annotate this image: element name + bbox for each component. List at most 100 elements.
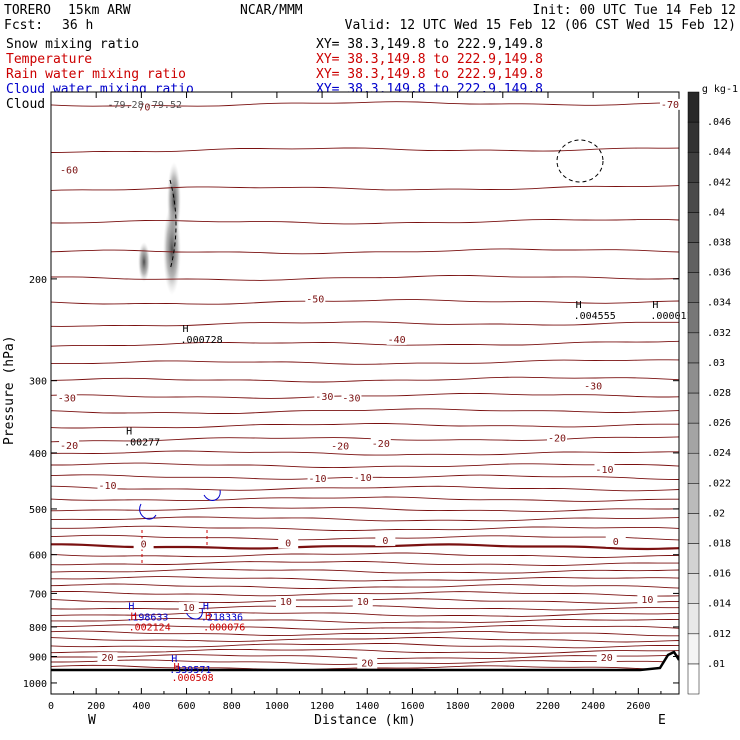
isotherm	[51, 561, 679, 566]
contour-label-bg	[659, 98, 680, 110]
colorbar-tick-label: .018	[707, 539, 731, 550]
colorbar-swatch	[687, 543, 700, 574]
isotherm	[51, 576, 679, 582]
colorbar-swatch	[687, 151, 700, 183]
colorbar-tick-label: .046	[707, 117, 731, 128]
contour-label-bg	[178, 602, 199, 614]
field-xy: XY= 38.3,149.8 to 222.9,149.8	[316, 67, 543, 82]
isotherm	[51, 643, 679, 649]
isotherm	[51, 534, 679, 541]
field-name: Temperature	[6, 52, 92, 67]
contour-label-bg	[370, 437, 391, 449]
overlay-label: -79.52	[146, 100, 182, 111]
x-tick-label: 1200	[310, 701, 334, 712]
contour-labels: -70 -70 -60 -50 -40 -30 -30 -30 -30 -20 -20 -20 -20 -…	[56, 98, 680, 669]
colorbar-swatch	[687, 483, 700, 514]
colorbar-tick-label: .03	[707, 358, 725, 369]
isotherm	[51, 450, 679, 456]
extremum-marker: H	[126, 427, 132, 438]
contour-label: 0	[285, 539, 291, 550]
contour-label-bg	[59, 439, 80, 451]
colorbar-swatch	[687, 362, 700, 394]
terrain-fill	[51, 652, 679, 694]
contour-label: -10	[309, 474, 327, 485]
contour-label-bg	[386, 333, 407, 345]
extremum-value: .339571	[169, 665, 211, 676]
colorbar-tick-label: .034	[707, 298, 731, 309]
plot-area: 0 200 400 600 800 1000 1200 1400 1600 1800 2000 220…	[23, 91, 693, 712]
isotherm	[51, 525, 679, 532]
isotherm	[51, 516, 679, 522]
contour-label: 20	[361, 658, 373, 669]
contour-label: -20	[548, 434, 566, 445]
contour-label: -40	[388, 335, 406, 346]
contour-label: 20	[101, 653, 113, 664]
isotherm-zero	[51, 543, 679, 551]
contour-label: 10	[280, 597, 292, 608]
extremum-marker: H	[652, 300, 658, 311]
isotherm	[51, 321, 679, 327]
colorbar-tick-label: .036	[707, 268, 731, 279]
contour-label-bg	[56, 392, 77, 404]
init-time: Init: 00 UTC Tue 14 Feb 12	[533, 3, 737, 18]
colorbar-tick-label: .04	[707, 207, 725, 218]
contour-label: -70	[132, 102, 150, 113]
plot-frame	[50, 91, 680, 695]
contour-label-bg	[305, 293, 326, 305]
colorbar-swatch	[687, 663, 700, 695]
isotherm	[51, 248, 679, 255]
x-tick-label: 2400	[581, 701, 605, 712]
contour-label-bg	[637, 594, 658, 606]
extremum-marker: H	[576, 300, 582, 311]
snow-contour	[169, 179, 177, 271]
colorbar-swatch	[687, 121, 700, 153]
isotherm	[51, 636, 679, 643]
contour-label-bg	[131, 101, 152, 113]
x-tick-label: 0	[48, 701, 54, 712]
y-axis-label: Pressure (hPa)	[2, 335, 17, 445]
x-axis-label: Distance (km)	[314, 713, 416, 728]
contour-label: 0	[382, 536, 388, 547]
x-tick-label: 800	[223, 701, 241, 712]
isotherm	[51, 436, 679, 443]
isotherm	[51, 552, 679, 558]
colorbar: .01 .012 .014 .016 .018 .02 .022 .024 .026 .028 .0…	[687, 91, 731, 695]
colorbar-tick-label: .044	[707, 147, 731, 158]
overlay-label: -79.28	[107, 100, 143, 111]
header: TORERO 15km ARW NCAR/MMM Init: 00 UTC Tu…	[4, 3, 736, 33]
x-tick-label: 600	[178, 701, 196, 712]
x-tick-label: 400	[132, 701, 150, 712]
isotherm	[51, 185, 679, 191]
colorbar-swatch	[687, 392, 700, 424]
colorbar-swatch	[687, 603, 700, 635]
snow-shading-small	[138, 242, 150, 282]
contour-label-bg	[97, 479, 118, 491]
contour-label: -30	[342, 393, 360, 404]
isotherm	[51, 485, 679, 492]
extremum-marker: H	[205, 612, 211, 623]
fcst-value: 36 h	[62, 18, 93, 33]
field-xy: XY= 38.3,149.8 to 222.9,149.8	[316, 52, 543, 67]
contour-label: -30	[315, 392, 333, 403]
contour-label: 0	[141, 539, 147, 550]
x-tick-label: 2200	[536, 701, 560, 712]
isotherm	[51, 624, 679, 630]
x-tick-label: 1600	[400, 701, 424, 712]
y-tick-label: 300	[29, 377, 47, 388]
isotherm	[51, 630, 679, 637]
y-tick-label: 400	[29, 449, 47, 460]
field-name: Snow mixing ratio	[6, 37, 139, 52]
mixing-ratio-contours	[139, 139, 604, 620]
contour-label-bg	[278, 537, 299, 549]
contour-label-bg	[594, 463, 615, 475]
contour-label-bg	[547, 432, 568, 444]
colorbar-swatch	[687, 212, 700, 243]
extremum-marker: H	[183, 324, 189, 335]
extremum-value: .000728	[181, 335, 223, 346]
contour-label-bg	[352, 471, 373, 483]
y-tick-label: 900	[29, 652, 47, 663]
colorbar-tick-label: .038	[707, 238, 731, 249]
isotherm	[51, 568, 679, 574]
x-tick-label: 1000	[265, 701, 289, 712]
